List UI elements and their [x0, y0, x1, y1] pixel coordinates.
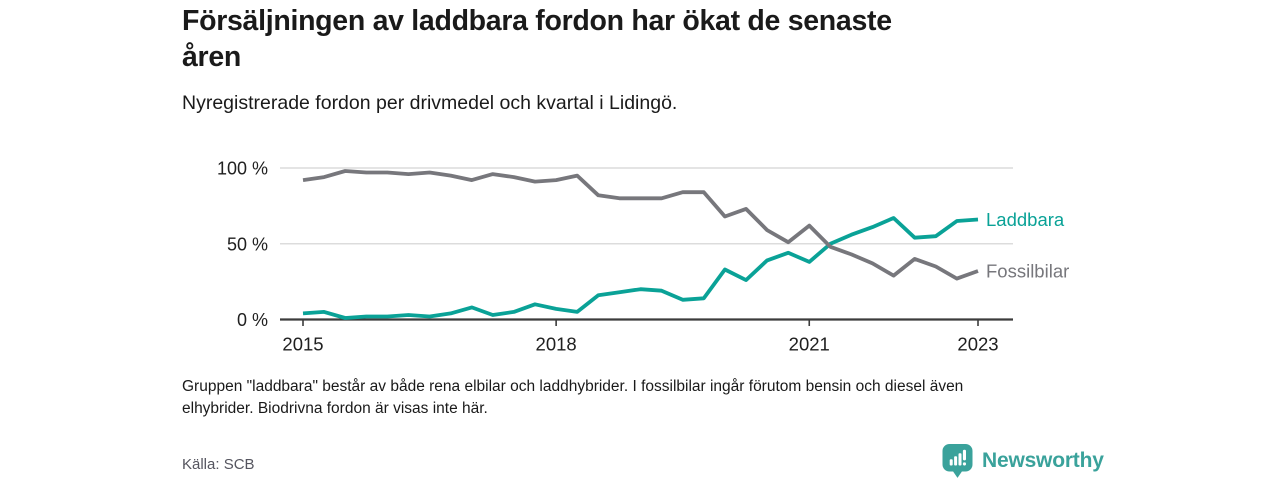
x-tick-label: 2021 [789, 334, 830, 355]
x-tick-label: 2018 [536, 334, 577, 355]
page-title: Försäljningen av laddbara fordon har öka… [182, 5, 892, 73]
series-label-laddbara: Laddbara [986, 209, 1065, 230]
chart-footnote: Gruppen "laddbara" består av både rena e… [182, 378, 964, 417]
line-chart-svg: 0 % 50 % 100 % 2015 2018 2021 2023 Laddbara Foss… [217, 159, 1069, 355]
newsworthy-pin-barchart-icon [941, 443, 974, 479]
newsworthy-logo: Newsworthy [941, 443, 1104, 479]
source-label: Källa: SCB [182, 456, 255, 473]
y-tick-label: 100 % [217, 159, 268, 179]
series-line-fossilbilar [302, 169, 979, 281]
line-chart: 0 % 50 % 100 % 2015 2018 2021 2023 Laddbara Foss… [180, 148, 1090, 378]
series-line-laddbara [302, 216, 979, 320]
x-tick-label: 2015 [282, 334, 323, 355]
y-tick-label: 50 % [227, 234, 268, 254]
series-label-fossilbilar: Fossilbilar [986, 261, 1069, 282]
x-tick-label: 2023 [957, 334, 998, 355]
y-tick-label: 0 % [237, 310, 268, 330]
newsworthy-wordmark: Newsworthy [982, 449, 1104, 472]
chart-subtitle: Nyregistrerade fordon per drivmedel och … [182, 92, 678, 114]
